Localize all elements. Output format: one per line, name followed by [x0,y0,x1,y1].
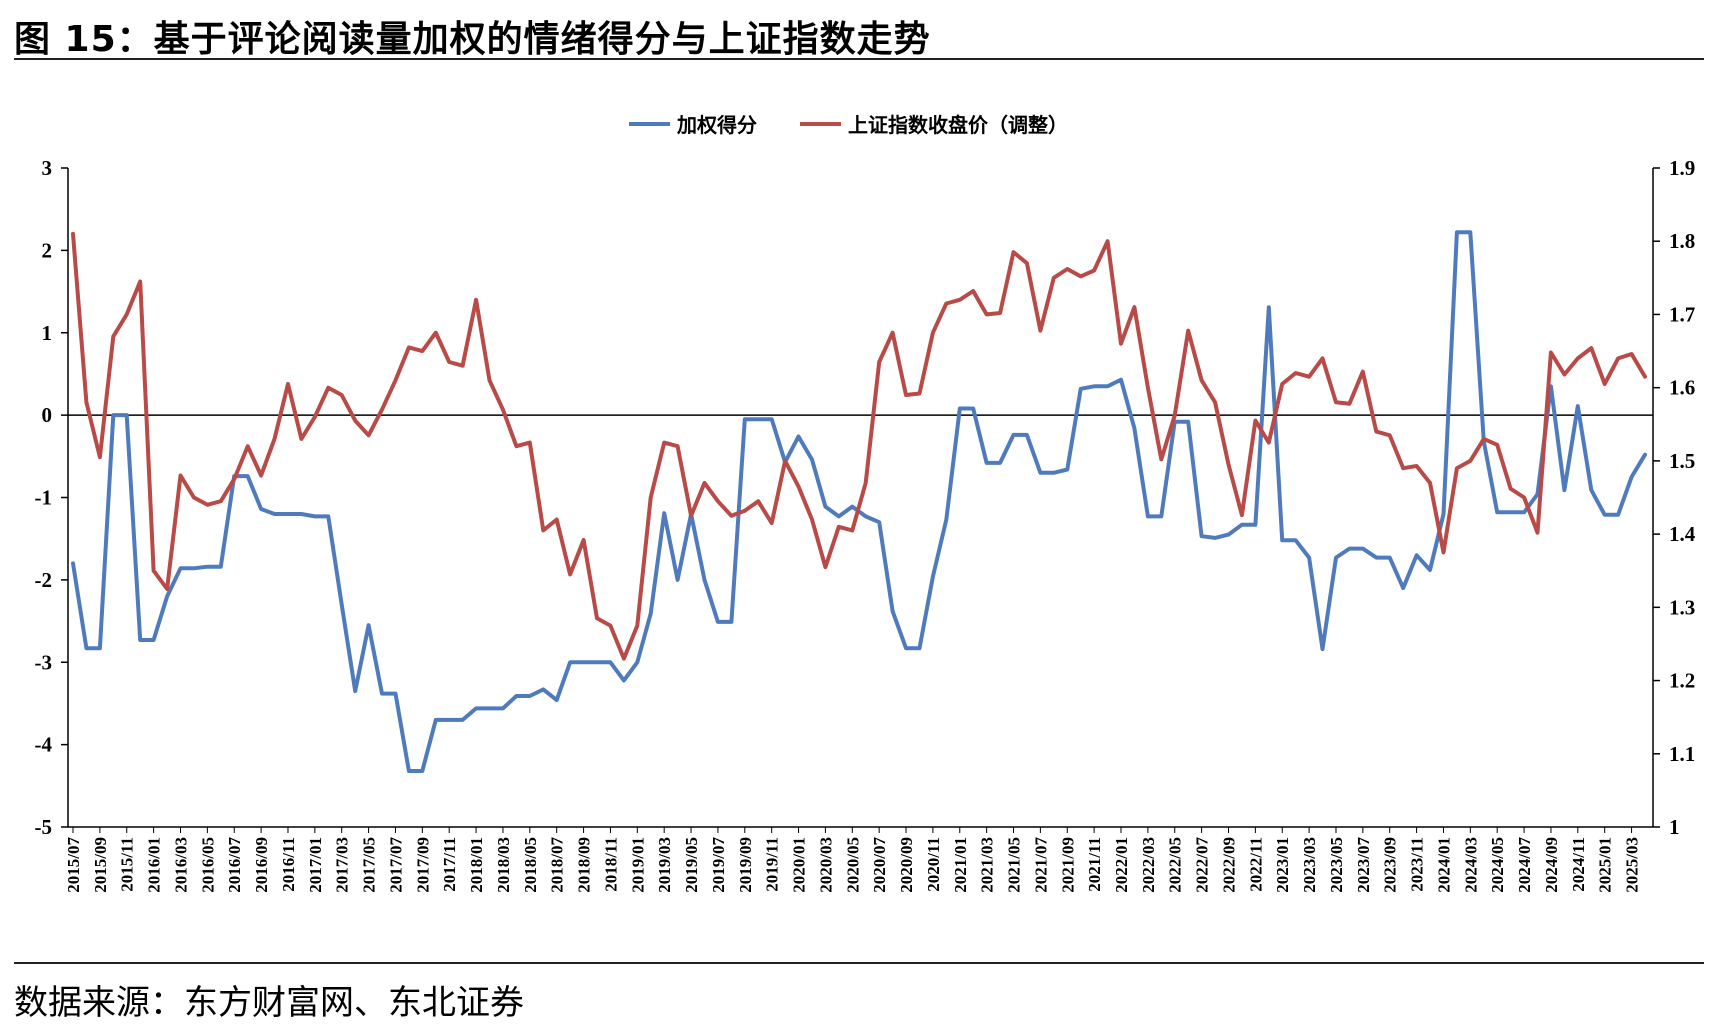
x-tick-label: 2022/11 [1246,837,1265,892]
x-tick-label: 2021/03 [978,837,997,893]
right-tick-label: 1.6 [1669,376,1695,400]
x-tick-label: 2022/07 [1193,837,1212,893]
x-tick-label: 2018/05 [521,837,540,893]
x-tick-label: 2018/01 [467,837,486,893]
x-tick-label: 2015/07 [64,837,83,893]
x-tick-label: 2024/09 [1542,837,1561,893]
x-tick-label: 2020/05 [843,837,862,893]
x-tick-label: 2021/09 [1058,837,1077,893]
x-tick-label: 2020/11 [924,837,943,892]
x-tick-label: 2022/01 [1112,837,1131,893]
x-tick-label: 2017/11 [440,837,459,892]
legend-label-score: 加权得分 [676,113,757,137]
legend-label-index: 上证指数收盘价（调整） [848,113,1068,137]
x-tick-label: 2023/11 [1408,837,1427,892]
x-tick-label: 2018/11 [601,837,620,892]
x-tick-label: 2020/01 [790,837,809,893]
x-tick-label: 2017/03 [333,837,352,893]
x-tick-label: 2019/03 [655,837,674,893]
x-tick-label: 2016/01 [145,837,164,893]
x-tick-label: 2017/01 [306,837,325,893]
data-source: 数据来源：东方财富网、东北证券 [14,983,524,1023]
x-tick-label: 2023/01 [1273,837,1292,893]
left-tick-label: 2 [42,238,53,262]
title-divider [14,58,1704,60]
left-tick-label: -1 [35,486,53,510]
x-tick-label: 2017/05 [360,837,379,893]
x-tick-label: 2025/01 [1596,837,1615,893]
series-lines [71,230,1647,773]
x-tick-label: 2023/07 [1354,837,1373,893]
left-tick-label: -3 [35,650,53,674]
x-tick-label: 2020/07 [870,837,889,893]
right-tick-label: 1 [1669,815,1680,839]
x-tick-label: 2019/09 [736,837,755,893]
right-tick-label: 1.3 [1669,595,1695,619]
x-tick-label: 2020/09 [897,837,916,893]
x-tick-label: 2017/07 [386,837,405,893]
x-tick-label: 2022/09 [1219,837,1238,893]
x-tick-label: 2022/03 [1139,837,1158,893]
x-tick-label: 2016/05 [198,837,217,893]
x-tick-label: 2023/05 [1327,837,1346,893]
right-axis-ticks: 1.9 1.8 1.7 1.6 1.5 1.4 1.3 1.2 1.1 1 [1653,156,1696,839]
x-tick-label: 2020/03 [816,837,835,893]
x-tick-label: 2016/09 [252,837,271,893]
left-tick-label: -2 [35,568,53,592]
right-tick-label: 1.9 [1669,156,1695,180]
figure-title: 图 15：基于评论阅读量加权的情绪得分与上证指数走势 [14,19,931,60]
x-tick-label: 2019/01 [628,837,647,893]
x-axis-ticks: 2015/07 2015/09 2015/11 2016/01 2016/03 2016/… [64,827,1642,893]
right-tick-label: 1.1 [1669,742,1695,766]
right-tick-label: 1.7 [1669,302,1695,326]
left-tick-label: -5 [35,815,53,839]
x-tick-label: 2024/07 [1515,837,1534,893]
left-tick-label: 3 [42,156,53,180]
left-tick-label: -4 [35,733,53,757]
x-tick-label: 2025/03 [1623,837,1642,893]
x-tick-label: 2021/07 [1031,837,1050,893]
source-divider [14,962,1704,964]
series-line-index [71,231,1647,661]
x-tick-label: 2021/01 [951,837,970,893]
x-tick-label: 2019/05 [682,837,701,893]
right-tick-label: 1.5 [1669,449,1695,473]
x-tick-label: 2016/07 [225,837,244,893]
x-tick-label: 2024/11 [1569,837,1588,892]
x-tick-label: 2023/09 [1381,837,1400,893]
right-tick-label: 1.2 [1669,669,1695,693]
x-tick-label: 2018/09 [575,837,594,893]
x-tick-label: 2018/03 [494,837,513,893]
x-tick-label: 2021/11 [1085,837,1104,892]
x-tick-label: 2015/11 [118,837,137,892]
left-tick-label: 0 [42,403,53,427]
x-tick-label: 2016/03 [171,837,190,893]
x-tick-label: 2017/09 [413,837,432,893]
right-tick-label: 1.8 [1669,229,1695,253]
x-tick-label: 2022/05 [1166,837,1185,893]
x-tick-label: 2019/11 [763,837,782,892]
x-tick-label: 2023/03 [1300,837,1319,893]
x-tick-label: 2016/11 [279,837,298,892]
x-tick-label: 2015/09 [91,837,110,893]
x-tick-label: 2024/03 [1461,837,1480,893]
x-tick-label: 2024/05 [1488,837,1507,893]
x-tick-label: 2018/07 [548,837,567,893]
right-tick-label: 1.4 [1669,522,1696,546]
x-tick-label: 2024/01 [1434,837,1453,893]
x-tick-label: 2019/07 [709,837,728,893]
x-tick-label: 2021/05 [1005,837,1024,893]
axes [67,168,1654,828]
left-tick-label: 1 [42,321,53,345]
legend: 加权得分 上证指数收盘价（调整） [629,113,1068,137]
left-axis-ticks: 3 2 1 0 -1 -2 -3 -4 -5 [35,156,68,839]
